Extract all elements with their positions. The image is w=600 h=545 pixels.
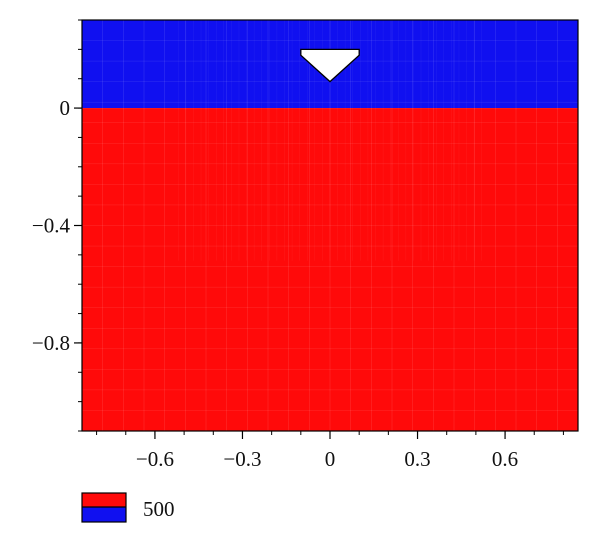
y-tick-label: −0.4 <box>32 214 71 238</box>
lower-layer-region <box>82 108 578 431</box>
x-tick-label: 0 <box>325 447 336 471</box>
x-axis-ticks: −0.6 −0.3 0 0.3 0.6 <box>96 431 564 471</box>
y-axis-ticks: 0 −0.4 −0.8 <box>32 19 82 432</box>
x-tick-label: 0.3 <box>404 447 430 471</box>
legend-swatch-lower-layer <box>82 493 126 507</box>
y-tick-label: −0.8 <box>32 331 70 355</box>
legend: 500 <box>81 492 175 523</box>
x-tick-label: 0.6 <box>492 447 518 471</box>
legend-swatch-upper-layer <box>82 507 126 522</box>
legend-label: 500 <box>143 497 175 521</box>
x-tick-label: −0.3 <box>223 447 261 471</box>
y-tick-label: 0 <box>60 96 71 120</box>
mesh-grid <box>82 20 578 431</box>
x-tick-label: −0.6 <box>136 447 174 471</box>
plot-area <box>82 20 578 431</box>
indenter-shape <box>300 48 360 83</box>
